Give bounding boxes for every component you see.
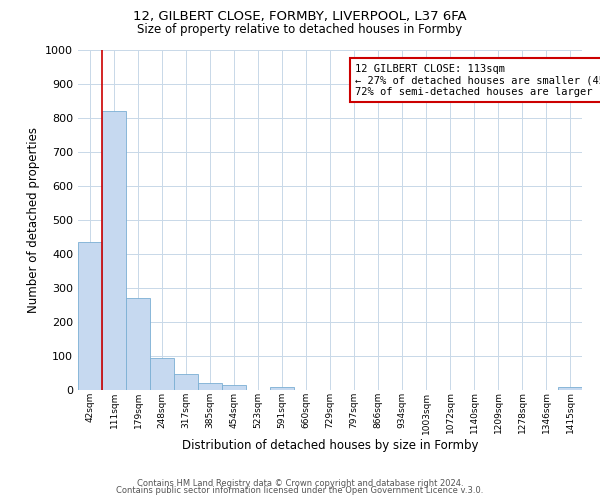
- Bar: [270, 386, 294, 390]
- Text: Contains HM Land Registry data © Crown copyright and database right 2024.: Contains HM Land Registry data © Crown c…: [137, 478, 463, 488]
- Bar: [78, 242, 102, 390]
- Text: Size of property relative to detached houses in Formby: Size of property relative to detached ho…: [137, 22, 463, 36]
- Bar: [150, 358, 174, 390]
- Text: 12, GILBERT CLOSE, FORMBY, LIVERPOOL, L37 6FA: 12, GILBERT CLOSE, FORMBY, LIVERPOOL, L3…: [133, 10, 467, 23]
- Bar: [174, 374, 198, 390]
- Bar: [222, 385, 246, 390]
- Bar: [558, 386, 582, 390]
- Bar: [198, 382, 222, 390]
- Y-axis label: Number of detached properties: Number of detached properties: [26, 127, 40, 313]
- Text: 12 GILBERT CLOSE: 113sqm
← 27% of detached houses are smaller (450)
72% of semi-: 12 GILBERT CLOSE: 113sqm ← 27% of detach…: [355, 64, 600, 97]
- Bar: [126, 298, 150, 390]
- Bar: [102, 111, 126, 390]
- X-axis label: Distribution of detached houses by size in Formby: Distribution of detached houses by size …: [182, 439, 478, 452]
- Text: Contains public sector information licensed under the Open Government Licence v.: Contains public sector information licen…: [116, 486, 484, 495]
